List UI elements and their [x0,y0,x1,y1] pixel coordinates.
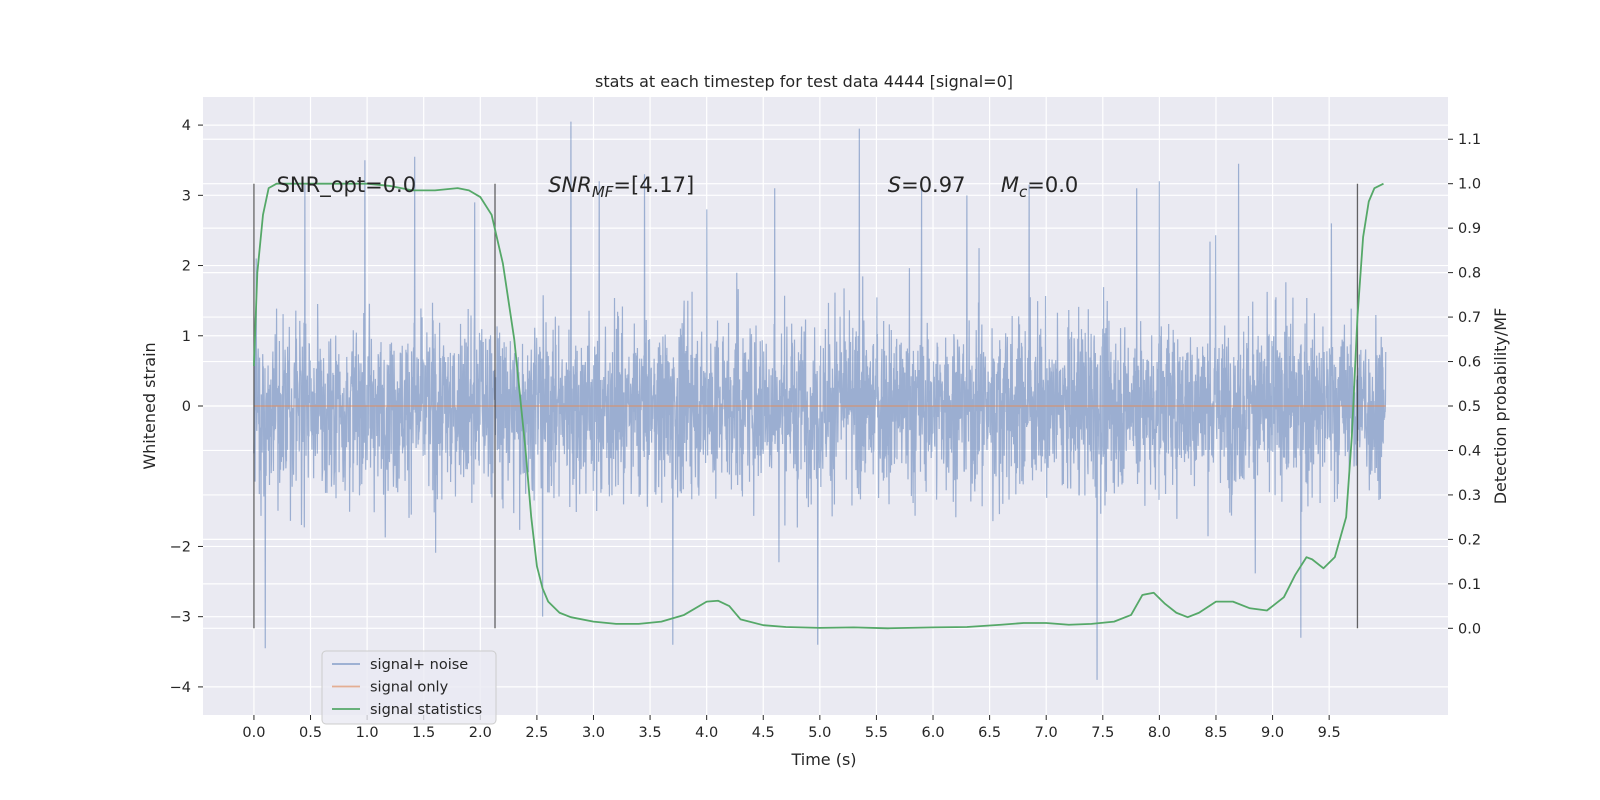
x-tick-label: 1.0 [356,725,379,741]
y-tick-label: −3 [170,610,191,626]
x-tick-label: 2.5 [525,725,548,741]
x-tick-label: 9.0 [1261,725,1284,741]
x-tick-label: 5.0 [808,725,831,741]
y2-tick-label: 0.2 [1458,532,1481,548]
y2-axis: 1.1 1.0 0.9 0.8 0.7 0.6 0.5 0.4 0.3 0.2 0.1 0.0 [1448,132,1481,637]
y-tick-label: 1 [182,329,191,345]
y2-tick-label: 0.3 [1458,488,1481,504]
x-tick-label: 7.5 [1091,725,1114,741]
series-layer [253,121,1387,680]
annotation-text: SNR_opt=0.0 [277,173,417,198]
x-tick-label: 2.0 [469,725,492,741]
y2-tick-label: 0.5 [1458,399,1481,415]
y2-tick-label: 1.1 [1458,132,1481,148]
legend-box [321,650,497,725]
legend-label: signal statistics [370,702,482,718]
y-tick-label: 3 [182,188,191,204]
x-tick-label: 7.0 [1035,725,1058,741]
y-tick-label: 0 [182,399,191,415]
series-signal-noise-line [253,121,1387,680]
x-tick-label: 3.0 [582,725,605,741]
x-tick-label: 3.5 [639,725,662,741]
y2-tick-label: 1.0 [1458,177,1481,193]
y2-axis-label: Detection probability/MF [1491,308,1510,505]
x-tick-label: 9.5 [1318,725,1341,741]
y2-tick-label: 0.7 [1458,310,1481,326]
x-axis-label: Time (s) [790,750,856,769]
x-tick-label: 8.5 [1204,725,1227,741]
y2-tick-label: 0.1 [1458,577,1481,593]
y-tick-label: −4 [170,680,191,696]
x-tick-label: 4.0 [695,725,718,741]
annotations: SNR_opt=0.0 SNRMF=[4.17] S=0.97 Mc=0.0 [277,173,1079,201]
annotation-text: S=0.97 [888,173,966,197]
y2-tick-label: 0.6 [1458,355,1481,371]
y-axis-label: Whitened strain [140,342,159,469]
y2-tick-label: 0.8 [1458,266,1481,282]
annotation-text: Mc=0.0 [1001,173,1078,201]
annotation-text: SNRMF=[4.17] [548,173,694,201]
x-tick-label: 6.0 [921,725,944,741]
legend-label: signal only [370,680,449,696]
y2-tick-label: 0.4 [1458,443,1481,459]
legend: signal+ noise signal only signal statistic… [321,650,497,725]
x-tick-label: 0.5 [299,725,322,741]
chart-title: stats at each timestep for test data 444… [595,72,1013,91]
y-axis: 4 3 2 1 0 −2 −3 −4 [170,118,203,696]
x-tick-label: 4.5 [752,725,775,741]
x-tick-label: 0.0 [242,725,265,741]
series-signal-statistics-line [253,182,1384,630]
x-tick-label: 5.5 [865,725,888,741]
x-tick-label: 1.5 [412,725,435,741]
y2-tick-label: 0.9 [1458,221,1481,237]
y-tick-label: −2 [170,539,191,555]
x-tick-label: 8.0 [1148,725,1171,741]
y2-tick-label: 0.0 [1458,621,1481,637]
x-axis: 0.0 0.5 1.0 1.5 2.0 2.5 3.0 3.5 4.0 4.5 5.0 5.5 6.0 6… [242,715,1341,741]
y-tick-label: 4 [182,118,191,134]
x-tick-label: 6.5 [978,725,1001,741]
legend-label: signal+ noise [370,657,468,673]
y-tick-label: 2 [182,259,191,275]
